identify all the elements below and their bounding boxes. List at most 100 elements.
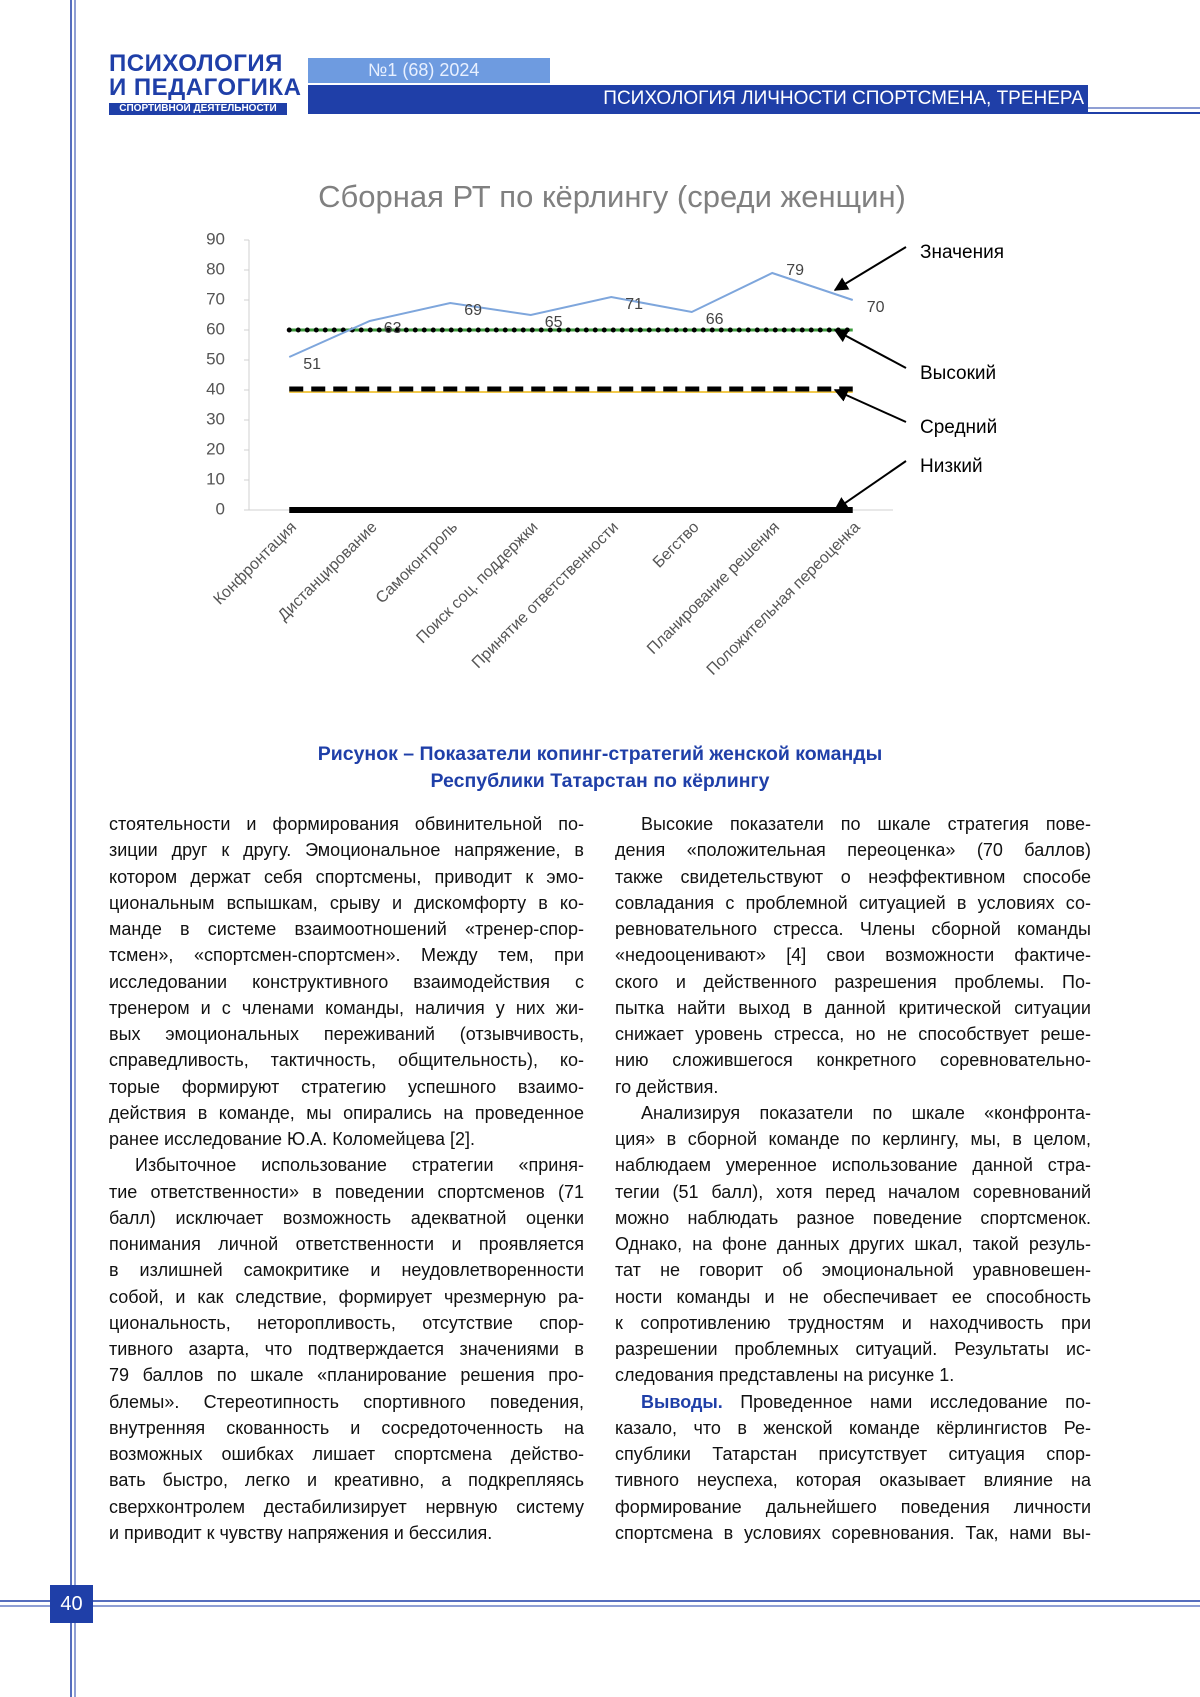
text: Проведенное нами исследование по- bbox=[740, 1392, 1091, 1412]
y-tick-label: 50 bbox=[206, 349, 225, 368]
text: наблюдаем умеренное использование данной… bbox=[615, 1155, 1091, 1175]
text: в излишней самокритике и неудовлетворенн… bbox=[109, 1260, 584, 1280]
data-label: 63 bbox=[384, 320, 402, 337]
y-tick-label: 20 bbox=[206, 439, 225, 458]
text-line: стоятельности и формирования обвинительн… bbox=[109, 811, 584, 837]
text: тивного азарта, что подтверждается значе… bbox=[109, 1339, 584, 1359]
text: зиции друг к другу. Эмоциональное напряж… bbox=[109, 840, 584, 860]
data-label: 65 bbox=[545, 314, 563, 331]
y-tick-label: 0 bbox=[216, 499, 225, 518]
text: можно наблюдать разное поведение спортсм… bbox=[615, 1208, 1091, 1228]
text-line: тсмен», «спортсмен-спортсмен». Между тем… bbox=[109, 942, 584, 968]
annotation-arrow bbox=[835, 247, 906, 290]
x-tick-label: Самоконтроль bbox=[373, 519, 461, 607]
text: ранее исследование Ю.А. Коломейцева [2]. bbox=[109, 1129, 475, 1149]
text-line: справедливость, тактичность, общительнос… bbox=[109, 1047, 584, 1073]
text-line: циональным вспышкам, срыву и дискомфорту… bbox=[109, 890, 584, 916]
annotation-arrow bbox=[835, 461, 906, 510]
y-tick-label: 30 bbox=[206, 409, 225, 428]
data-label: 79 bbox=[786, 262, 804, 279]
series-line bbox=[289, 273, 853, 357]
text-line: исследовании конструктивного взаимодейст… bbox=[109, 969, 584, 995]
text-line: казало, что в женской команде кёрлингист… bbox=[615, 1415, 1091, 1441]
text: внутренняя скованность и сосредоточеннос… bbox=[109, 1418, 584, 1438]
text-line: возможных ошибках лишает спортсмена дейс… bbox=[109, 1441, 584, 1467]
text: котором держат себя спортсмены, приводит… bbox=[109, 867, 584, 887]
annotation-arrow bbox=[835, 390, 906, 422]
text: Однако, на фоне данных других шкал, тако… bbox=[615, 1234, 1091, 1254]
text: исследовании конструктивного взаимодейст… bbox=[109, 972, 584, 992]
x-tick-label: Бегство bbox=[650, 519, 703, 572]
page-number: 40 bbox=[50, 1585, 93, 1623]
text-line: 79 баллов по шкале «планирование решения… bbox=[109, 1362, 584, 1388]
journal-subtitle: СПОРТИВНОЙ ДЕЯТЕЛЬНОСТИ bbox=[109, 103, 287, 115]
text: казало, что в женской команде кёрлингист… bbox=[615, 1418, 1091, 1438]
text: вать быстро, легко и креативно, а подкре… bbox=[109, 1470, 584, 1490]
text-line: вать быстро, легко и креативно, а подкре… bbox=[109, 1467, 584, 1493]
text-line: ция» в сборной команде по керлингу, мы, … bbox=[615, 1126, 1091, 1152]
text-line: ревновательного стресса. Члены сборной к… bbox=[615, 916, 1091, 942]
text: разрешении проблемных ситуаций. Результа… bbox=[615, 1339, 1091, 1359]
data-label: 51 bbox=[303, 356, 321, 373]
text-line: Выводы. Проведенное нами исследование по… bbox=[615, 1389, 1091, 1415]
text: также свидетельствуют о неэффективном сп… bbox=[615, 867, 1091, 887]
paragraph: Выводы. Проведенное нами исследование по… bbox=[615, 1389, 1091, 1547]
text-line: следования представлены на рисунке 1. bbox=[615, 1362, 1091, 1388]
text-line: сверхконтролем дестабилизирует нервную с… bbox=[109, 1494, 584, 1520]
text-line: ранее исследование Ю.А. Коломейцева [2]. bbox=[109, 1126, 584, 1152]
y-tick-label: 80 bbox=[206, 259, 225, 278]
text-line: ского и действенного разрешения проблемы… bbox=[615, 969, 1091, 995]
text-line: действия в команде, мы опирались на пров… bbox=[109, 1100, 584, 1126]
text: следования представлены на рисунке 1. bbox=[615, 1365, 954, 1385]
text-line: снижает уровень стресса, но не способств… bbox=[615, 1021, 1091, 1047]
text-column: Высокие показатели по шкале стратегия по… bbox=[615, 811, 1091, 1546]
text-line: разрешении проблемных ситуаций. Результа… bbox=[615, 1336, 1091, 1362]
text-line: наблюдаем умеренное использование данной… bbox=[615, 1152, 1091, 1178]
text-line: и приводит к чувству напряжения и бессил… bbox=[109, 1520, 584, 1546]
text: собой, и как следствие, формирует чрезме… bbox=[109, 1287, 584, 1307]
text-line: ности команды и не обеспечивает ее спосо… bbox=[615, 1284, 1091, 1310]
text-line: пытка найти выход в данной критической с… bbox=[615, 995, 1091, 1021]
text: тивного неуспеха, которая оказывает влия… bbox=[615, 1470, 1091, 1490]
text: циональность, неторопливость, отсутствие… bbox=[109, 1313, 584, 1333]
paragraph: Анализируя показатели по шкале «конфронт… bbox=[615, 1100, 1091, 1389]
text: понимания личной ответственности и прояв… bbox=[109, 1234, 584, 1254]
text-line: спортсмена в условиях соревнования. Так,… bbox=[615, 1520, 1091, 1546]
text-line: формирование дальнейшего поведения лично… bbox=[615, 1494, 1091, 1520]
text: дения «положительная переоценка» (70 бал… bbox=[615, 840, 1091, 860]
text-line: балл) исключает возможность адекватной о… bbox=[109, 1205, 584, 1231]
text-line: тат не говорит об эмоциональной уравнове… bbox=[615, 1257, 1091, 1283]
text: го действия. bbox=[615, 1077, 718, 1097]
text: спортсмена в условиях соревнования. Так,… bbox=[615, 1523, 1091, 1543]
text-line: циональность, неторопливость, отсутствие… bbox=[109, 1310, 584, 1336]
text: возможных ошибках лишает спортсмена дейс… bbox=[109, 1444, 584, 1464]
paragraph: Избыточное использование стратегии «прин… bbox=[109, 1152, 584, 1546]
text-line: совладания с проблемной ситуацией в усло… bbox=[615, 890, 1091, 916]
text: ревновательного стресса. Члены сборной к… bbox=[615, 919, 1091, 939]
section-title: ПСИХОЛОГИЯ ЛИЧНОСТИ СПОРТСМЕНА, ТРЕНЕРА bbox=[308, 85, 1088, 113]
x-tick-label: Положительная переоценка bbox=[704, 519, 864, 679]
text: и приводит к чувству напряжения и бессил… bbox=[109, 1523, 492, 1543]
text: формирование дальнейшего поведения лично… bbox=[615, 1497, 1091, 1517]
text-line: манде в системе взаимоотношений «тренер-… bbox=[109, 916, 584, 942]
text: манде в системе взаимоотношений «тренер-… bbox=[109, 919, 584, 939]
text: тсмен», «спортсмен-спортсмен». Между тем… bbox=[109, 945, 584, 965]
text: тат не говорит об эмоциональной уравнове… bbox=[615, 1260, 1091, 1280]
figure-caption: Рисунок – Показатели копинг-стратегий же… bbox=[0, 741, 1200, 768]
text-line: в излишней самокритике и неудовлетворенн… bbox=[109, 1257, 584, 1283]
text: действия в команде, мы опирались на пров… bbox=[109, 1103, 584, 1123]
text-line: собой, и как следствие, формирует чрезме… bbox=[109, 1284, 584, 1310]
annotation-arrow bbox=[835, 330, 906, 368]
data-label: 70 bbox=[867, 299, 885, 316]
text: вых эмоциональных переживаний (отзывчиво… bbox=[109, 1024, 584, 1044]
text-line: внутренняя скованность и сосредоточеннос… bbox=[109, 1415, 584, 1441]
text: 79 баллов по шкале «планирование решения… bbox=[109, 1365, 584, 1385]
text-line: «недооценивают» [4] свои возможности фак… bbox=[615, 942, 1091, 968]
annotation-label: Значения bbox=[920, 242, 1004, 263]
y-tick-label: 90 bbox=[206, 229, 225, 248]
text: сверхконтролем дестабилизирует нервную с… bbox=[109, 1497, 584, 1517]
journal-title: ПСИХОЛОГИЯ bbox=[109, 52, 283, 76]
x-tick-label: Планирование решения bbox=[644, 519, 783, 658]
text: справедливость, тактичность, общительнос… bbox=[109, 1050, 584, 1070]
